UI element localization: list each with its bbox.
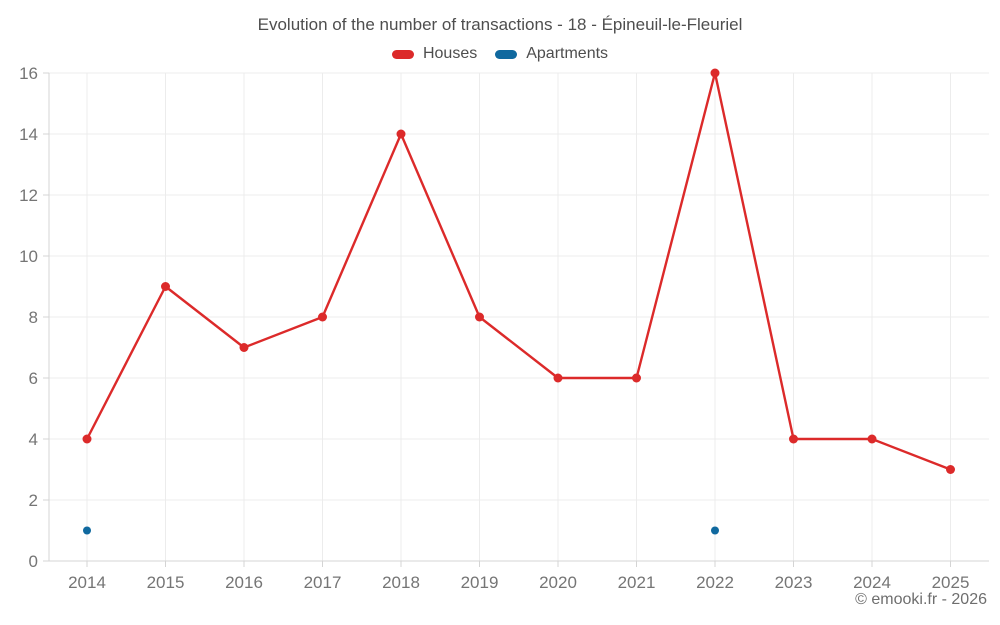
- apartments-series-swatch-icon: [495, 49, 518, 59]
- legend-label-apartments: Apartments: [526, 45, 609, 62]
- x-tick-label: 2023: [775, 573, 813, 592]
- data-point-houses[interactable]: [475, 312, 484, 322]
- data-point-apartments[interactable]: [711, 526, 719, 535]
- y-tick-label: 14: [19, 125, 38, 144]
- y-tick-label: 8: [29, 308, 38, 327]
- data-point-houses[interactable]: [867, 434, 877, 444]
- x-tick-label: 2025: [932, 573, 970, 592]
- x-tick-label: 2018: [382, 573, 420, 592]
- chart-legend: Houses Apartments: [0, 45, 1000, 63]
- x-tick-label: 2016: [225, 573, 263, 592]
- y-tick-label: 6: [29, 369, 38, 388]
- data-point-houses[interactable]: [789, 434, 798, 444]
- data-point-houses[interactable]: [396, 129, 406, 139]
- y-tick-label: 2: [29, 491, 38, 510]
- y-tick-label: 12: [19, 186, 38, 205]
- data-point-apartments[interactable]: [83, 526, 91, 535]
- data-point-houses[interactable]: [946, 465, 955, 474]
- chart-title: Evolution of the number of transactions …: [257, 15, 743, 34]
- houses-series-swatch-icon: [391, 49, 414, 59]
- x-tick-label: 2015: [147, 573, 185, 592]
- data-point-houses[interactable]: [318, 312, 327, 322]
- y-tick-label: 4: [29, 430, 38, 449]
- data-point-houses[interactable]: [161, 282, 170, 291]
- data-point-houses[interactable]: [553, 373, 563, 383]
- x-tick-label: 2014: [68, 573, 106, 592]
- x-tick-label: 2022: [696, 573, 734, 592]
- x-tick-label: 2019: [461, 573, 499, 592]
- x-tick-label: 2020: [539, 573, 577, 592]
- legend-label-houses: Houses: [422, 45, 478, 62]
- y-tick-label: 10: [19, 247, 38, 266]
- x-tick-label: 2017: [304, 573, 342, 592]
- series-line-houses: [85, 71, 952, 471]
- x-tick-label: 2024: [853, 573, 891, 592]
- y-tick-label: 0: [29, 552, 38, 571]
- data-point-houses[interactable]: [239, 343, 249, 352]
- x-tick-label: 2021: [618, 573, 656, 592]
- data-point-houses[interactable]: [710, 68, 720, 78]
- y-tick-label: 16: [19, 64, 38, 83]
- legend-item-houses[interactable]: Houses: [391, 45, 478, 63]
- data-point-houses[interactable]: [82, 434, 92, 444]
- copyright-text: © emooki.fr - 2026: [855, 591, 987, 608]
- legend-item-apartments[interactable]: Apartments: [495, 45, 608, 63]
- data-point-houses[interactable]: [632, 373, 641, 383]
